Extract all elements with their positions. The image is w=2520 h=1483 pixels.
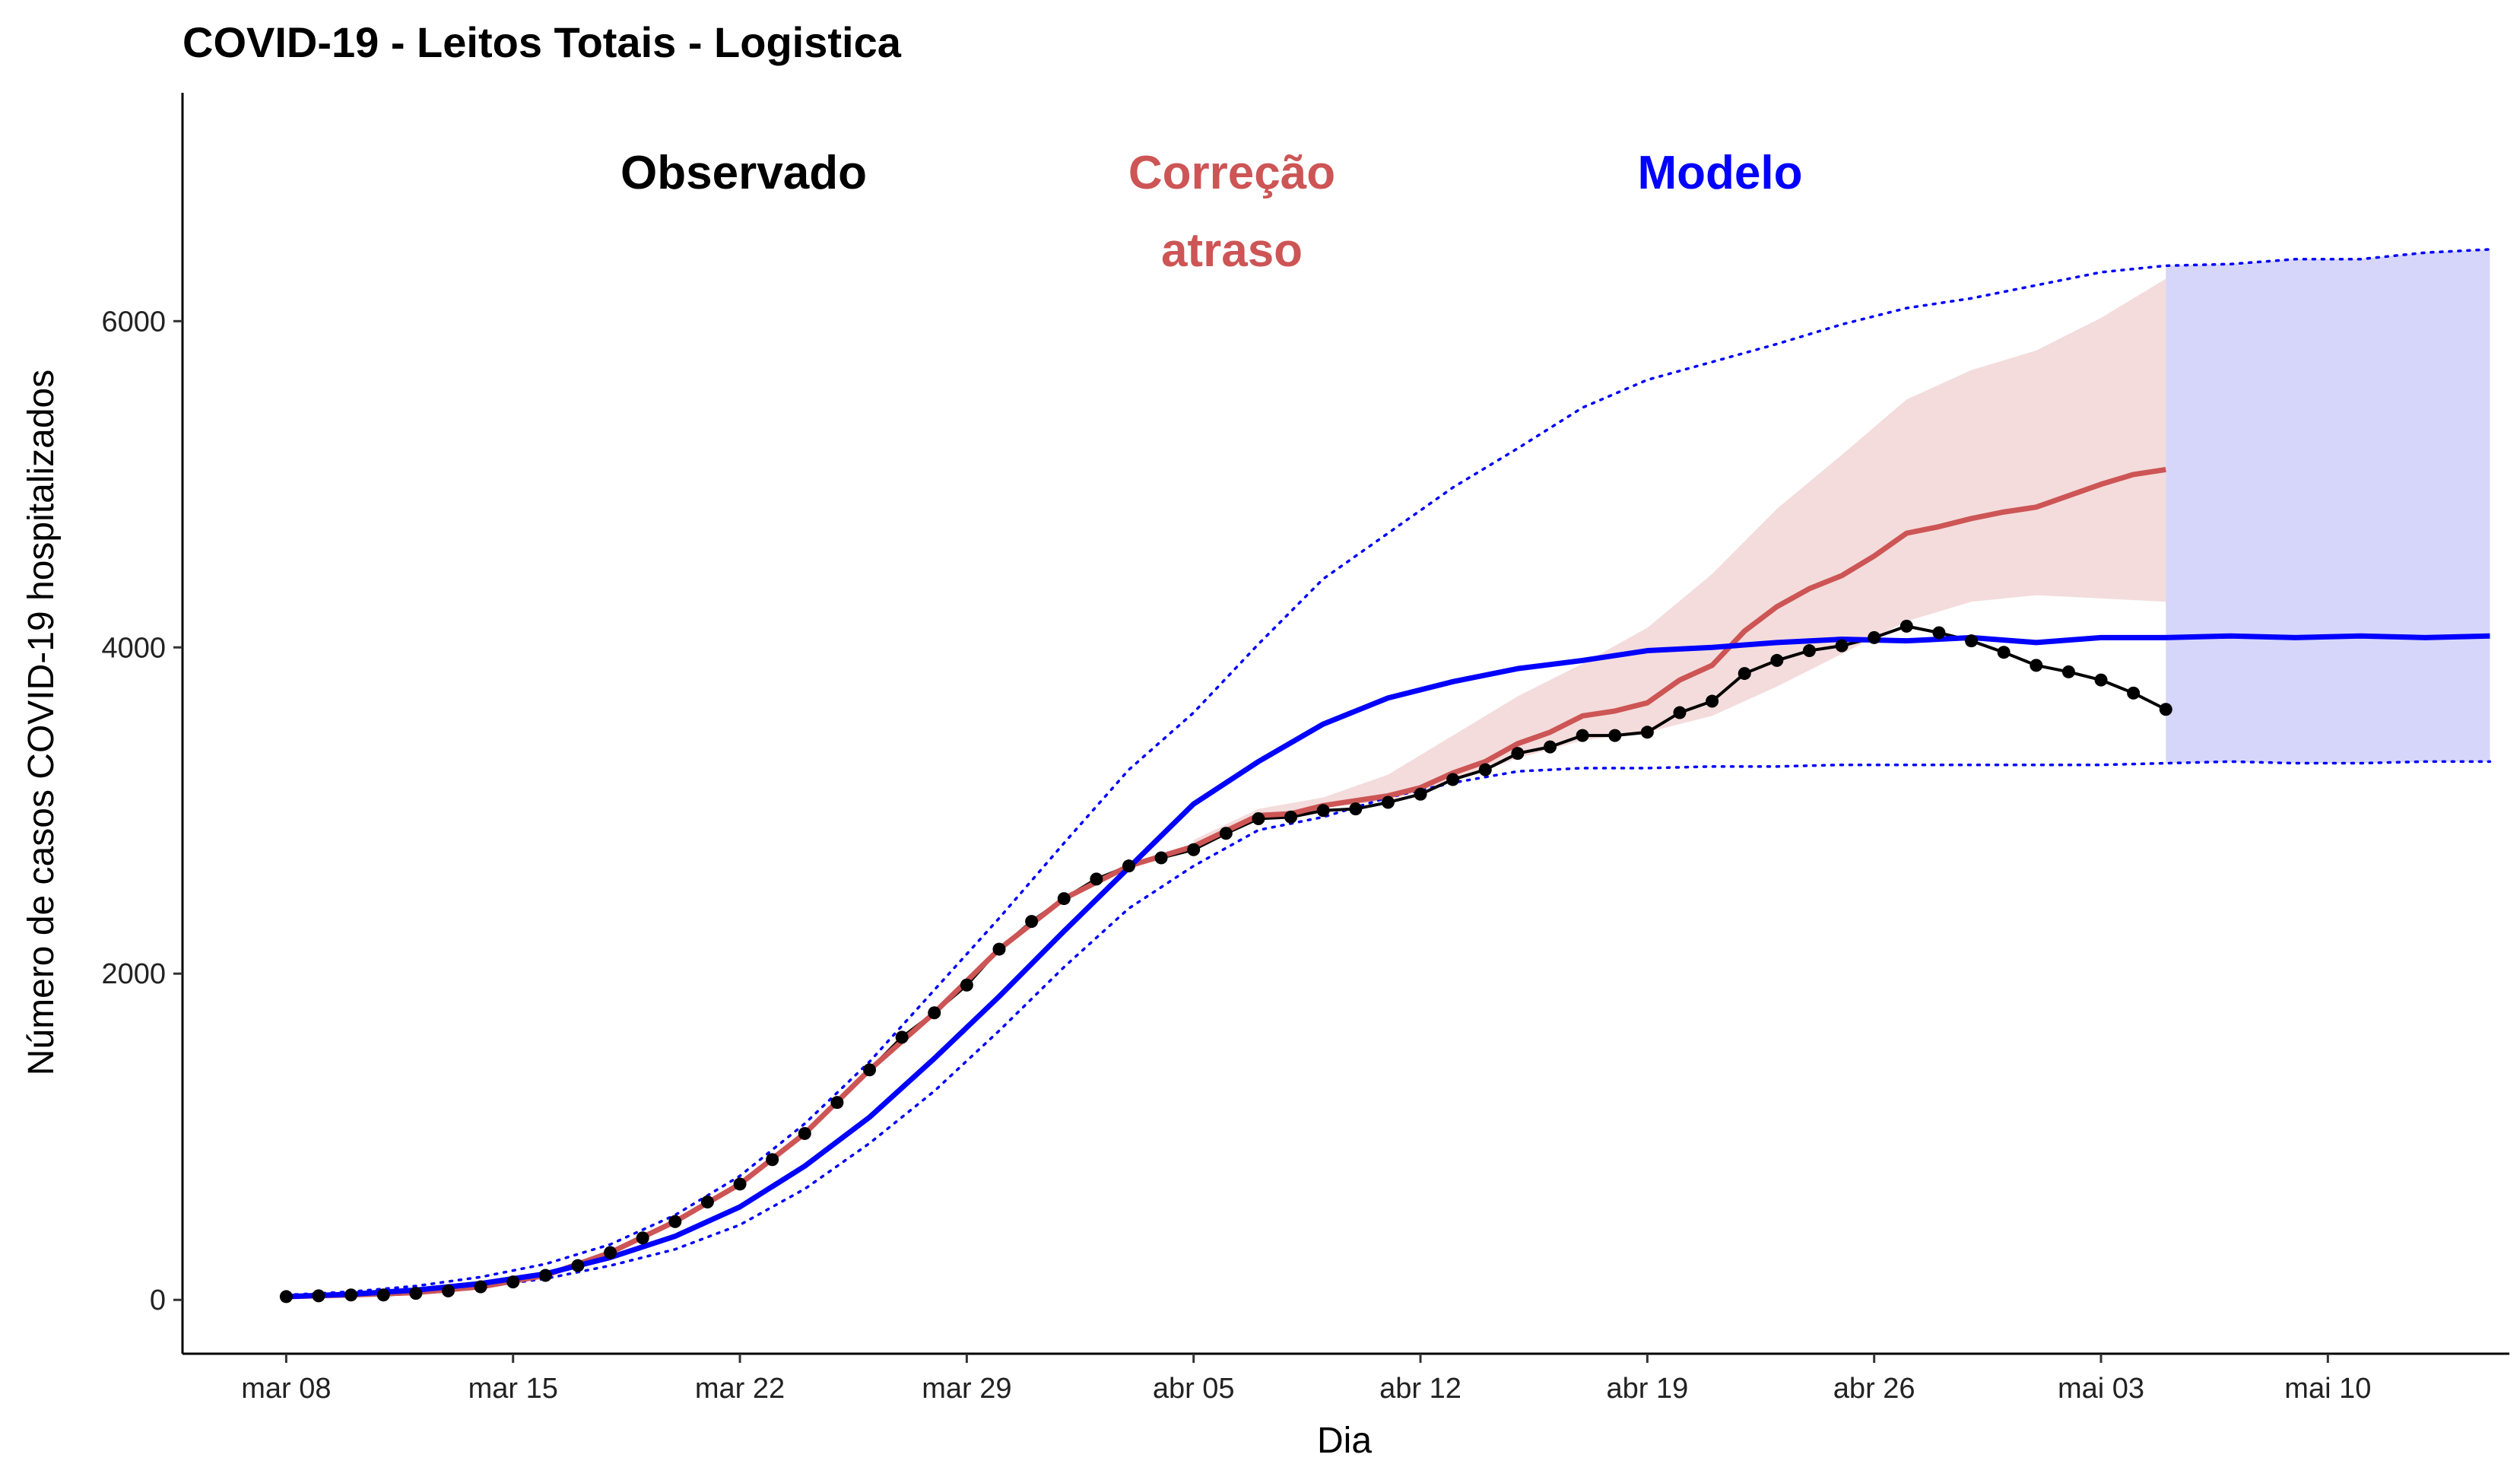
observed-point <box>1738 667 1751 681</box>
x-tick-label: abr 12 <box>1379 1373 1462 1405</box>
observed-point <box>506 1275 520 1289</box>
observed-point <box>1187 843 1201 856</box>
observed-point <box>1446 773 1460 786</box>
observed-point <box>1608 729 1622 742</box>
axes: 0 2000 4000 6000 mar 08 mar 15 mar 22 mar 29 abr… <box>101 93 2509 1405</box>
y-tick-label: 2000 <box>101 958 166 990</box>
observed-point <box>1576 729 1589 742</box>
model-upper-bound <box>284 248 2492 1297</box>
model-forecast-band <box>2166 249 2490 764</box>
observed-point <box>1965 634 1979 648</box>
observed-point <box>1673 706 1687 719</box>
observed-point <box>830 1096 844 1110</box>
observed-point <box>344 1288 358 1302</box>
observed-point <box>571 1259 585 1272</box>
observed-point <box>2061 665 2075 678</box>
observed-point <box>1511 747 1525 761</box>
legend-label: Correção atraso <box>1128 147 1335 277</box>
observed-point <box>474 1280 487 1294</box>
observed-point <box>1770 653 1784 667</box>
observed-point <box>1835 639 1849 653</box>
x-tick-label: abr 26 <box>1833 1373 1915 1405</box>
observed-point <box>636 1231 649 1245</box>
correction-line <box>286 467 2166 1300</box>
observed-point <box>1219 827 1233 840</box>
observed-point <box>1868 630 1881 644</box>
legend-label-line: Modelo <box>1638 147 1803 199</box>
observed-point <box>1414 787 1427 801</box>
legend-label-line: Correção <box>1128 147 1335 199</box>
x-tick-label: mar 08 <box>241 1373 331 1405</box>
observed-point <box>668 1215 682 1228</box>
observed-point <box>312 1289 325 1303</box>
observed-point <box>863 1063 877 1077</box>
x-axis-title: Dia <box>1317 1421 1372 1461</box>
y-tick-label: 6000 <box>101 306 166 338</box>
observed-point <box>2030 659 2043 672</box>
observed-point <box>1057 892 1071 906</box>
y-tick-label: 4000 <box>101 632 166 664</box>
observed-point <box>1478 763 1492 776</box>
observed-point <box>2127 686 2141 700</box>
observed-point <box>1316 804 1330 818</box>
model-line <box>286 633 2490 1300</box>
x-tick-label: mai 10 <box>2284 1373 2371 1405</box>
model-lower-bound <box>284 760 2492 1299</box>
observed-line <box>286 624 2167 1298</box>
observed-point <box>798 1126 811 1140</box>
observed-point <box>1640 726 1654 739</box>
observed-point <box>538 1269 552 1282</box>
x-tick-label: mar 15 <box>468 1373 558 1405</box>
chart-title: COVID-19 - Leitos Totais - Logistica <box>182 18 902 66</box>
observed-point <box>441 1284 455 1297</box>
observed-point <box>766 1153 779 1167</box>
x-tick-label: mar 29 <box>922 1373 1011 1405</box>
observed-point <box>1381 795 1395 809</box>
observed-point <box>2159 703 2172 716</box>
y-axis-title: Número de casos COVID-19 hospitalizados <box>21 370 62 1075</box>
x-tick-label: abr 19 <box>1606 1373 1688 1405</box>
legend-label: Modelo <box>1638 147 1803 199</box>
observed-points <box>279 619 2172 1304</box>
observed-point <box>1090 872 1103 886</box>
observed-point <box>1997 646 2011 659</box>
confidence-bands <box>1193 249 2490 850</box>
observed-point <box>1543 740 1557 754</box>
x-tick-label: abr 05 <box>1153 1373 1235 1405</box>
observed-point <box>409 1287 423 1300</box>
observed-point <box>279 1290 293 1304</box>
observed-point <box>733 1177 747 1191</box>
correction-band <box>1193 278 2166 850</box>
observed-point <box>1284 810 1298 824</box>
x-tick-label: mar 22 <box>695 1373 785 1405</box>
observed-point <box>604 1246 617 1259</box>
x-tick-label: mai 03 <box>2058 1373 2144 1405</box>
legend-label-line: atraso <box>1161 224 1303 277</box>
legend: Observado Correção atraso Modelo <box>620 147 1802 277</box>
y-tick-label: 0 <box>150 1285 166 1316</box>
observed-point <box>895 1030 909 1044</box>
observed-point <box>700 1196 714 1209</box>
observed-point <box>2094 673 2108 687</box>
observed-point <box>1349 802 1363 816</box>
legend-label-line: Observado <box>620 147 867 199</box>
observed-point <box>1900 619 1913 633</box>
observed-point <box>1252 811 1265 825</box>
observed-point <box>1932 626 1946 640</box>
observed-point <box>992 942 1006 956</box>
observed-point <box>1154 851 1168 865</box>
observed-point <box>1706 694 1719 708</box>
observed-point <box>960 978 973 992</box>
observed-point <box>1025 915 1039 929</box>
observed-point <box>1802 644 1816 658</box>
observed-point <box>376 1288 390 1302</box>
observed-point <box>928 1006 941 1020</box>
observed-point <box>1122 859 1135 873</box>
legend-label: Observado <box>620 147 867 199</box>
